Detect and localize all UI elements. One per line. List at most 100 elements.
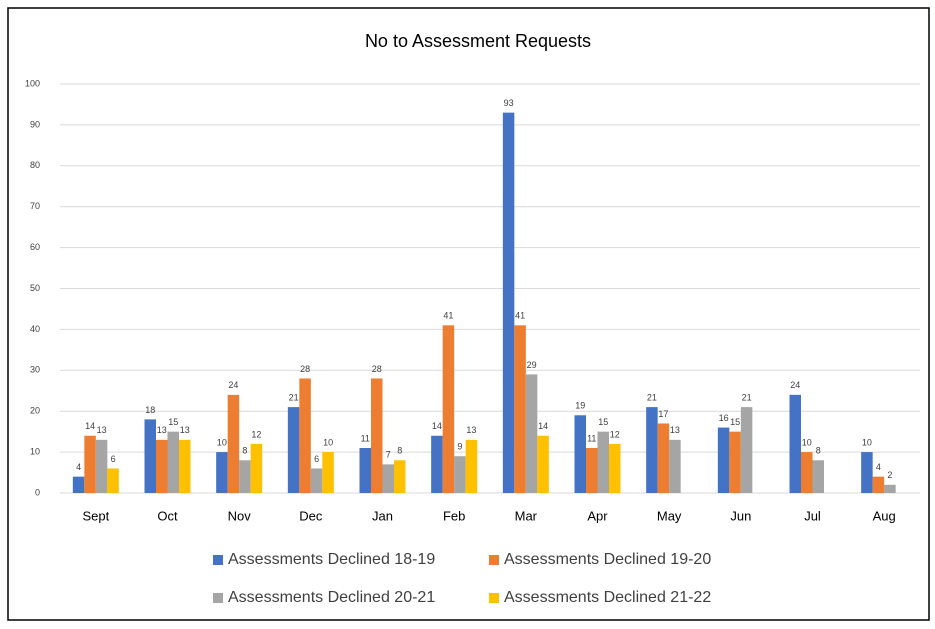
bar xyxy=(537,435,549,493)
value-label: 13 xyxy=(97,425,107,435)
x-tick-label: Dec xyxy=(299,508,323,523)
value-label: 10 xyxy=(217,437,227,447)
value-label: 24 xyxy=(790,380,800,390)
x-tick-label: Aug xyxy=(873,508,896,523)
bar xyxy=(861,452,873,493)
value-label: 15 xyxy=(168,417,178,427)
y-tick-label: 10 xyxy=(30,446,40,456)
value-label: 29 xyxy=(527,360,537,370)
y-tick-label: 50 xyxy=(30,283,40,293)
bar xyxy=(514,325,526,493)
value-label: 10 xyxy=(323,437,333,447)
bar xyxy=(525,374,538,493)
value-label: 12 xyxy=(610,429,620,439)
x-tick-label: Feb xyxy=(443,508,465,523)
value-label: 9 xyxy=(457,442,462,452)
bar xyxy=(669,439,681,493)
y-tick-label: 0 xyxy=(35,487,40,497)
bar xyxy=(250,443,263,493)
legend-swatch xyxy=(489,555,499,565)
bar xyxy=(454,456,466,493)
value-label: 21 xyxy=(742,392,752,402)
bar xyxy=(382,464,394,493)
bar xyxy=(502,112,515,493)
x-tick-label: Oct xyxy=(157,508,178,523)
y-tick-label: 90 xyxy=(30,119,40,129)
bar xyxy=(717,427,730,493)
value-label: 13 xyxy=(466,425,476,435)
value-label: 4 xyxy=(76,462,81,472)
y-tick-label: 100 xyxy=(25,78,40,88)
bar xyxy=(216,452,228,493)
value-label: 6 xyxy=(314,454,319,464)
legend-label: Assessments Declined 20-21 xyxy=(228,589,435,606)
bar xyxy=(884,484,896,493)
x-tick-label: Sept xyxy=(82,508,109,523)
value-label: 8 xyxy=(397,446,402,456)
value-label: 14 xyxy=(538,421,548,431)
value-label: 15 xyxy=(598,417,608,427)
bar xyxy=(442,325,455,493)
bar xyxy=(287,407,300,493)
value-label: 21 xyxy=(289,392,299,402)
x-tick-label: Apr xyxy=(587,508,608,523)
value-label: 7 xyxy=(386,450,391,460)
bar xyxy=(872,476,885,493)
bar xyxy=(574,415,586,493)
x-tick-label: Nov xyxy=(228,508,252,523)
value-label: 13 xyxy=(157,425,167,435)
bar xyxy=(586,448,598,493)
bar xyxy=(239,460,251,493)
y-tick-label: 20 xyxy=(30,406,40,416)
bar xyxy=(179,439,191,493)
value-label: 41 xyxy=(515,311,525,321)
value-label: 8 xyxy=(816,446,821,456)
value-label: 16 xyxy=(719,413,729,423)
value-label: 12 xyxy=(251,429,261,439)
value-label: 11 xyxy=(587,433,596,443)
value-label: 18 xyxy=(145,405,155,415)
value-label: 6 xyxy=(111,454,116,464)
y-tick-label: 70 xyxy=(30,201,40,211)
value-label: 2 xyxy=(887,470,892,480)
bar xyxy=(95,439,108,493)
value-label: 13 xyxy=(180,425,190,435)
value-label: 14 xyxy=(432,421,442,431)
value-label: 4 xyxy=(876,462,881,472)
y-tick-label: 80 xyxy=(30,160,40,170)
bar xyxy=(322,452,334,493)
bar xyxy=(597,431,609,493)
legend-swatch xyxy=(213,555,223,565)
value-label: 93 xyxy=(504,98,514,108)
value-label: 24 xyxy=(228,380,238,390)
bar xyxy=(310,468,323,493)
bar xyxy=(729,431,741,493)
value-label: 13 xyxy=(670,425,680,435)
value-label: 8 xyxy=(242,446,247,456)
bar xyxy=(156,439,168,493)
y-tick-label: 30 xyxy=(30,365,40,375)
value-label: 17 xyxy=(658,409,668,419)
chart-title: No to Assessment Requests xyxy=(365,31,591,51)
legend-label: Assessments Declined 19-20 xyxy=(504,551,711,568)
value-label: 15 xyxy=(730,417,740,427)
bar xyxy=(167,431,179,493)
y-tick-label: 60 xyxy=(30,242,40,252)
bar xyxy=(227,394,240,493)
value-label: 10 xyxy=(802,437,812,447)
bar xyxy=(84,435,96,493)
value-label: 11 xyxy=(361,433,370,443)
value-label: 21 xyxy=(647,392,657,402)
bar xyxy=(371,378,383,493)
bar xyxy=(740,407,753,493)
x-tick-label: Jan xyxy=(372,508,393,523)
value-label: 10 xyxy=(862,437,872,447)
bar xyxy=(431,435,443,493)
bar xyxy=(359,448,371,493)
bar xyxy=(657,423,670,493)
value-label: 28 xyxy=(372,364,382,374)
bar xyxy=(299,378,311,493)
legend-label: Assessments Declined 18-19 xyxy=(228,551,435,568)
value-label: 28 xyxy=(300,364,310,374)
